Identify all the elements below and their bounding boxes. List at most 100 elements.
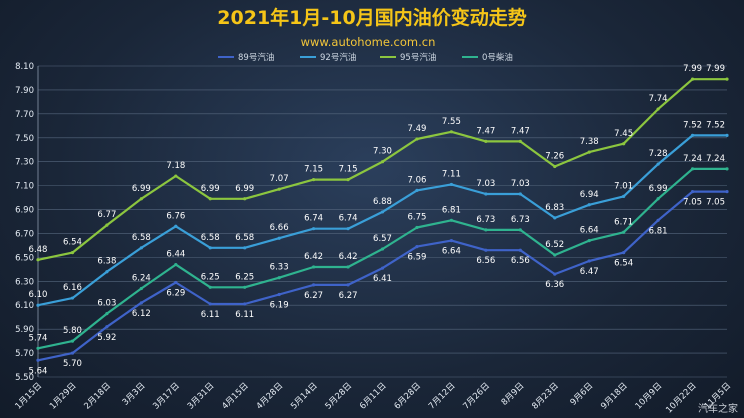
data-label: 7.11: [442, 169, 461, 179]
data-point: [243, 285, 247, 289]
y-tick-label: 7.90: [15, 86, 34, 96]
x-axis: 1月15日 1月29日 2月18日 3月3日 3月17日 3月31日 4月15日 4月28日 5…: [14, 381, 734, 415]
legend-item[interactable]: 0号柴油: [462, 52, 513, 63]
data-label: 7.03: [511, 179, 530, 189]
data-label: 6.47: [580, 267, 599, 277]
data-label: 7.15: [339, 165, 358, 175]
data-point: [484, 228, 488, 232]
x-tick-label: 8月9日: [500, 381, 527, 408]
data-label: 6.74: [304, 214, 323, 224]
data-point: [587, 259, 591, 263]
data-label: 6.12: [132, 309, 151, 319]
data-label: 6.52: [545, 240, 564, 250]
data-point: [518, 139, 522, 143]
data-label: 6.66: [270, 223, 289, 233]
data-point: [587, 203, 591, 207]
data-label: 6.54: [614, 259, 633, 269]
data-point: [587, 239, 591, 243]
data-point: [415, 137, 419, 141]
x-tick-label: 7月12日: [427, 381, 458, 412]
data-label: 7.99: [683, 64, 702, 74]
data-point: [380, 266, 385, 270]
data-point: [449, 239, 453, 243]
x-tick-label: 3月3日: [121, 381, 148, 408]
data-point: [622, 230, 626, 234]
data-label: 6.42: [304, 252, 323, 262]
data-point: [243, 197, 247, 201]
data-point: [380, 210, 385, 214]
legend-label: 89号汽油: [238, 52, 274, 63]
data-point: [484, 139, 488, 143]
data-point: [346, 227, 350, 231]
data-point: [174, 262, 178, 267]
data-label: 7.38: [580, 137, 599, 147]
data-point: [725, 77, 729, 81]
data-label: 6.44: [166, 250, 185, 260]
data-label: 7.01: [614, 181, 633, 191]
data-point: [587, 150, 591, 154]
data-point: [208, 302, 212, 306]
data-point: [380, 247, 385, 251]
x-tick-label: 2月18日: [82, 381, 113, 412]
data-point: [36, 358, 40, 362]
data-label: 7.47: [511, 126, 530, 136]
data-label: 6.16: [63, 283, 82, 293]
data-label: 6.27: [339, 291, 358, 301]
y-tick-label: 6.90: [15, 206, 34, 216]
data-point: [518, 228, 522, 232]
y-axis: 5.50 5.70 5.90 6.10 6.30 6.50 6.70 6.90 7.10 7.30…: [15, 62, 39, 383]
data-point: [312, 178, 316, 182]
x-tick-label: 1月15日: [14, 381, 45, 412]
y-tick-label: 5.70: [15, 349, 34, 359]
data-point: [105, 223, 109, 227]
data-point: [174, 174, 178, 178]
data-label: 6.88: [373, 197, 392, 207]
data-point: [105, 325, 109, 329]
data-point: [243, 246, 247, 250]
x-tick-label: 5月14日: [289, 381, 320, 412]
y-tick-label: 7.50: [15, 134, 34, 144]
data-label: 7.05: [706, 198, 725, 208]
x-tick-label: 4月28日: [255, 381, 286, 412]
legend-item[interactable]: 95号汽油: [380, 52, 436, 63]
data-label: 6.11: [201, 310, 220, 320]
data-point: [553, 272, 557, 276]
data-label: 7.45: [614, 129, 633, 139]
legend-item[interactable]: 89号汽油: [218, 52, 274, 63]
legend-item[interactable]: 92号汽油: [300, 52, 356, 63]
data-label: 6.99: [649, 184, 668, 194]
data-point: [208, 197, 212, 201]
data-labels: 5.64 5.70 5.92 6.12 6.29 6.11 6.11 6.19 6.27 6.27…: [29, 64, 725, 376]
x-tick-label: 3月31日: [186, 381, 217, 412]
data-point: [553, 164, 557, 169]
x-tick-label: 10月22日: [664, 381, 698, 415]
data-point: [312, 227, 316, 231]
data-point: [346, 178, 350, 182]
data-label: 7.26: [545, 151, 564, 161]
data-label: 6.19: [270, 300, 289, 310]
data-label: 5.74: [29, 333, 48, 343]
data-point: [243, 302, 247, 306]
data-label: 6.94: [580, 190, 599, 200]
data-point: [553, 216, 557, 220]
data-label: 7.28: [649, 149, 668, 159]
data-point: [449, 182, 453, 187]
data-label: 6.38: [97, 257, 116, 267]
data-point: [139, 286, 143, 291]
data-point: [449, 218, 453, 222]
legend-label: 92号汽油: [320, 52, 356, 63]
y-tick-label: 5.50: [15, 373, 34, 383]
data-point: [277, 236, 281, 240]
data-point: [174, 280, 178, 285]
data-point: [139, 301, 143, 305]
data-label: 7.03: [476, 179, 495, 189]
data-label: 7.06: [407, 175, 426, 185]
chart-title: 2021年1月-10月国内油价变动走势: [217, 6, 526, 29]
x-tick-label: 9月18日: [599, 381, 630, 412]
data-label: 6.99: [235, 184, 254, 194]
data-label: 6.81: [442, 205, 461, 215]
data-point: [36, 258, 40, 262]
data-label: 6.33: [270, 263, 289, 273]
data-point: [690, 133, 695, 137]
